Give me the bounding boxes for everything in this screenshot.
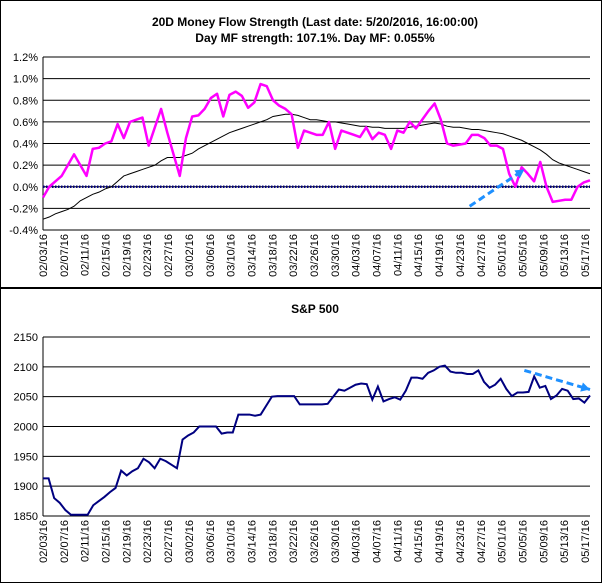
mf-y-tick-label: 1.2% — [13, 52, 38, 64]
spx-y-tick-label: 2100 — [14, 362, 38, 374]
mf-x-tick-label: 05/17/16 — [580, 234, 592, 277]
spx-x-tick-label: 02/03/16 — [38, 520, 50, 563]
money-flow-plot: 1.2%1.0%0.8%0.6%0.4%0.2%0.0%-0.2%-0.4%02… — [9, 52, 592, 277]
money-flow-subtitle: Day MF strength: 107.1%. Day MF: 0.055% — [195, 31, 435, 45]
spx-x-tick-label: 03/06/16 — [205, 520, 217, 563]
mf-x-tick-label: 05/09/16 — [538, 234, 550, 277]
mf-x-tick-label: 02/07/16 — [59, 234, 71, 277]
mf-y-tick-label: 0.0% — [13, 182, 38, 194]
spx-y-tick-label: 2150 — [14, 332, 38, 344]
spx-x-tick-label: 02/23/16 — [142, 520, 154, 563]
mf-y-tick-label: 0.4% — [13, 139, 38, 151]
mf-x-tick-label: 03/02/16 — [184, 234, 196, 277]
mf-y-tick-label: 1.0% — [13, 74, 38, 86]
spx-y-tick-label: 1900 — [14, 481, 38, 493]
mf-x-tick-label: 03/26/16 — [309, 234, 321, 277]
spx-x-tick-label: 03/10/16 — [226, 520, 238, 563]
spx-x-tick-label: 03/14/16 — [246, 520, 258, 563]
mf-x-tick-label: 03/10/16 — [226, 234, 238, 277]
mf-x-tick-label: 04/11/16 — [392, 234, 404, 276]
spx-x-tick-label: 03/26/16 — [309, 520, 321, 563]
mf-x-tick-label: 04/03/16 — [351, 234, 363, 277]
spx-x-tick-label: 04/27/16 — [476, 520, 488, 563]
spx-x-tick-label: 04/11/16 — [392, 520, 404, 562]
mf-daily-line — [41, 82, 591, 204]
mf-x-tick-label: 04/23/16 — [455, 234, 467, 277]
mf-x-tick-label: 02/19/16 — [121, 234, 133, 277]
spx-x-tick-label: 04/15/16 — [413, 520, 425, 563]
mf-x-tick-label: 02/15/16 — [101, 234, 113, 277]
mf-y-tick-label: 0.2% — [13, 160, 38, 172]
mf-y-tick-label: -0.2% — [9, 203, 38, 215]
spx-x-tick-label: 03/22/16 — [288, 520, 300, 563]
mf-x-tick-label: 03/30/16 — [330, 234, 342, 277]
spx-x-tick-label: 04/03/16 — [351, 520, 363, 563]
spx-x-tick-label: 04/19/16 — [434, 520, 446, 563]
mf-y-tick-label: 0.8% — [13, 95, 38, 107]
mf-x-tick-label: 02/27/16 — [163, 234, 175, 277]
spx-x-tick-label: 03/18/16 — [267, 520, 279, 563]
spx-y-tick-label: 2000 — [14, 422, 38, 434]
mf-x-tick-label: 02/03/16 — [38, 234, 50, 277]
mf-x-tick-label: 04/07/16 — [372, 234, 384, 277]
spx-x-tick-label: 02/07/16 — [59, 520, 71, 563]
sp500-title: S&P 500 — [291, 302, 339, 316]
spx-y-tick-label: 1850 — [14, 511, 38, 523]
spx-x-tick-label: 02/11/16 — [80, 520, 92, 562]
spx-trend-arrow — [523, 368, 591, 391]
mf-trend-arrowhead — [514, 169, 525, 179]
money-flow-title: 20D Money Flow Strength (Last date: 5/20… — [152, 15, 478, 29]
spx-x-tick-label: 03/02/16 — [184, 520, 196, 563]
spx-y-tick-label: 2050 — [14, 392, 38, 404]
spx-x-tick-label: 05/13/16 — [559, 520, 571, 563]
spx-y-tick-label: 1950 — [14, 451, 38, 463]
sp500-line — [43, 364, 591, 516]
spx-x-tick-label: 03/30/16 — [330, 520, 342, 563]
mf-x-tick-label: 05/05/16 — [517, 234, 529, 277]
spx-x-tick-label: 05/05/16 — [517, 520, 529, 563]
spx-trend-arrowhead — [580, 382, 590, 392]
mf-x-tick-label: 04/19/16 — [434, 234, 446, 277]
mf-x-tick-label: 03/22/16 — [288, 234, 300, 277]
spx-x-tick-label: 05/01/16 — [497, 520, 509, 563]
spx-x-tick-label: 05/09/16 — [538, 520, 550, 563]
mf-x-tick-label: 05/01/16 — [497, 234, 509, 277]
spx-x-tick-label: 02/19/16 — [121, 520, 133, 563]
mf-y-tick-label: 0.6% — [13, 117, 38, 129]
mf-x-tick-label: 03/14/16 — [246, 234, 258, 277]
mf-y-tick-label: -0.4% — [9, 225, 38, 237]
spx-x-tick-label: 02/27/16 — [163, 520, 175, 563]
mf-x-tick-label: 03/06/16 — [205, 234, 217, 277]
mf-x-tick-label: 03/18/16 — [267, 234, 279, 277]
mf-smoothed-line — [42, 113, 591, 220]
mf-x-tick-label: 04/27/16 — [476, 234, 488, 277]
spx-x-tick-label: 05/17/16 — [580, 520, 592, 563]
spx-x-tick-label: 04/23/16 — [455, 520, 467, 563]
spx-x-tick-label: 02/15/16 — [101, 520, 113, 563]
mf-x-tick-label: 05/13/16 — [559, 234, 571, 277]
mf-x-tick-label: 02/11/16 — [80, 234, 92, 276]
spx-x-tick-label: 04/07/16 — [372, 520, 384, 563]
mf-x-tick-label: 02/23/16 — [142, 234, 154, 277]
mf-x-tick-label: 04/15/16 — [413, 234, 425, 277]
